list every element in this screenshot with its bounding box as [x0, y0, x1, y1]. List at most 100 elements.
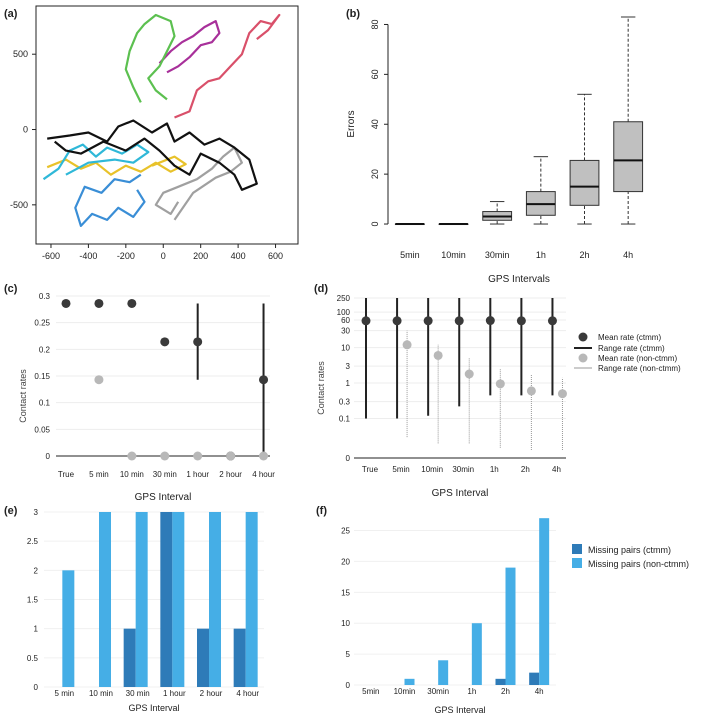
mean-dot-ctmm — [392, 316, 402, 326]
y-tick-label-a: 500 — [13, 49, 28, 59]
mean-dot-non-ctmm — [226, 451, 236, 461]
x-tick-label-f: 4h — [535, 687, 544, 696]
legend-swatch-f — [572, 544, 582, 554]
y-tick-label-b: 0 — [370, 222, 380, 227]
x-tick-label-c: 10 min — [120, 470, 144, 479]
mean-dot-ctmm — [516, 316, 526, 326]
track-blue — [74, 173, 146, 227]
y-tick-label-f: 20 — [341, 557, 350, 566]
x-tick-label-e: 2 hour — [200, 689, 223, 698]
x-tick-label-b: 30min — [485, 250, 510, 260]
x-tick-label-a: -400 — [79, 251, 97, 261]
x-tick-label-e: 4 hour — [236, 689, 259, 698]
bar-non-ctmm — [505, 567, 516, 685]
mean-dot-ctmm — [259, 375, 269, 385]
x-axis-title-b: GPS Intervals — [488, 274, 550, 285]
x-tick-label-a: -200 — [117, 251, 135, 261]
bar-non-ctmm — [245, 512, 258, 687]
panel-label-b: (b) — [346, 8, 360, 20]
legend-swatch-f — [572, 558, 582, 568]
panel-label-d: (d) — [314, 283, 328, 295]
x-tick-label-f: 1h — [467, 687, 476, 696]
x-tick-label-c: 4 hour — [252, 470, 275, 479]
panel-label-a: (a) — [4, 8, 18, 20]
y-tick-label-d: 250 — [337, 294, 351, 303]
bar-ctmm — [495, 678, 506, 685]
mean-dot-ctmm — [361, 316, 371, 326]
y-tick-label-d: 60 — [341, 316, 350, 325]
track-magenta — [158, 20, 221, 74]
y-tick-label-a: 0 — [23, 125, 28, 135]
x-axis-title-c: GPS Interval — [135, 492, 192, 503]
x-tick-label-b: 4h — [623, 250, 633, 260]
y-tick-label-f: 5 — [346, 650, 351, 659]
x-tick-label-f: 10min — [394, 687, 416, 696]
mean-dot-non-ctmm — [495, 379, 505, 389]
x-tick-label-b: 2h — [579, 250, 589, 260]
y-axis-title-b: Errors — [346, 110, 357, 137]
y-tick-label-e: 1.5 — [27, 596, 39, 605]
mean-dot-ctmm — [94, 298, 104, 308]
y-tick-label-d: 0.1 — [339, 415, 351, 424]
x-tick-label-f: 30min — [427, 687, 449, 696]
mean-dot-ctmm — [485, 316, 495, 326]
bar-non-ctmm — [471, 623, 482, 685]
bar-non-ctmm — [404, 678, 415, 685]
bar-non-ctmm — [99, 512, 111, 687]
x-tick-label-d: 5min — [392, 465, 409, 474]
legend-label-d: Range rate (ctmm) — [598, 344, 665, 353]
legend-marker-mean-ctmm — [578, 332, 588, 342]
y-tick-label-e: 0 — [34, 683, 39, 692]
y-tick-label-c: 0.15 — [34, 372, 50, 381]
mean-dot-non-ctmm — [526, 386, 536, 396]
mean-dot-non-ctmm — [160, 451, 170, 461]
y-tick-label-f: 10 — [341, 619, 350, 628]
x-tick-label-e: 5 min — [55, 689, 75, 698]
legend-label-d: Mean rate (non-ctmm) — [598, 354, 677, 363]
x-tick-label-e: 1 hour — [163, 689, 186, 698]
y-tick-label-b: 20 — [370, 169, 380, 179]
y-tick-label-b: 40 — [370, 119, 380, 129]
y-tick-label-b: 60 — [370, 69, 380, 79]
panel-label-e: (e) — [4, 505, 18, 517]
track-black — [47, 119, 258, 191]
y-tick-label-c: 0.2 — [39, 345, 51, 354]
y-axis-title-c: Contact rates — [18, 369, 28, 423]
bar-ctmm — [160, 512, 173, 687]
mean-dot-non-ctmm — [464, 369, 474, 379]
x-tick-label-d: 30min — [452, 465, 474, 474]
y-tick-label-e: 1 — [34, 625, 39, 634]
mean-dot-ctmm — [547, 316, 557, 326]
x-tick-label-d: 1h — [490, 465, 499, 474]
x-tick-label-f: 2h — [501, 687, 510, 696]
mean-dot-non-ctmm — [94, 375, 104, 385]
y-axis-title-d: Contact rates — [316, 361, 326, 415]
box-iqr — [613, 121, 644, 193]
x-axis-title-e: GPS Interval — [128, 703, 179, 713]
y-tick-label-a: -500 — [10, 200, 28, 210]
y-tick-label-c: 0 — [46, 452, 51, 461]
mean-dot-non-ctmm — [557, 389, 567, 399]
legend-label-f: Missing pairs (ctmm) — [588, 545, 671, 555]
y-tick-label-f: 15 — [341, 588, 350, 597]
y-tick-label-e: 3 — [34, 508, 39, 517]
x-tick-label-a: 600 — [268, 251, 283, 261]
y-tick-label-d: 3 — [346, 362, 351, 371]
bar-ctmm — [123, 628, 136, 687]
x-tick-label-a: 400 — [231, 251, 246, 261]
bar-non-ctmm — [209, 512, 221, 687]
y-tick-label-e: 2.5 — [27, 537, 39, 546]
y-tick-label-d: 100 — [337, 308, 351, 317]
x-tick-label-e: 10 min — [89, 689, 113, 698]
x-tick-label-d: True — [362, 465, 379, 474]
mean-dot-ctmm — [193, 337, 203, 347]
plot-frame-a — [35, 5, 299, 245]
bar-non-ctmm — [62, 570, 75, 687]
legend-marker-mean-non-ctmm — [578, 353, 588, 363]
x-tick-label-b: 1h — [536, 250, 546, 260]
legend-label-f: Missing pairs (non-ctmm) — [588, 559, 689, 569]
x-tick-label-c: 1 hour — [186, 470, 209, 479]
x-tick-label-b: 5min — [400, 250, 420, 260]
x-tick-label-b: 10min — [441, 250, 466, 260]
